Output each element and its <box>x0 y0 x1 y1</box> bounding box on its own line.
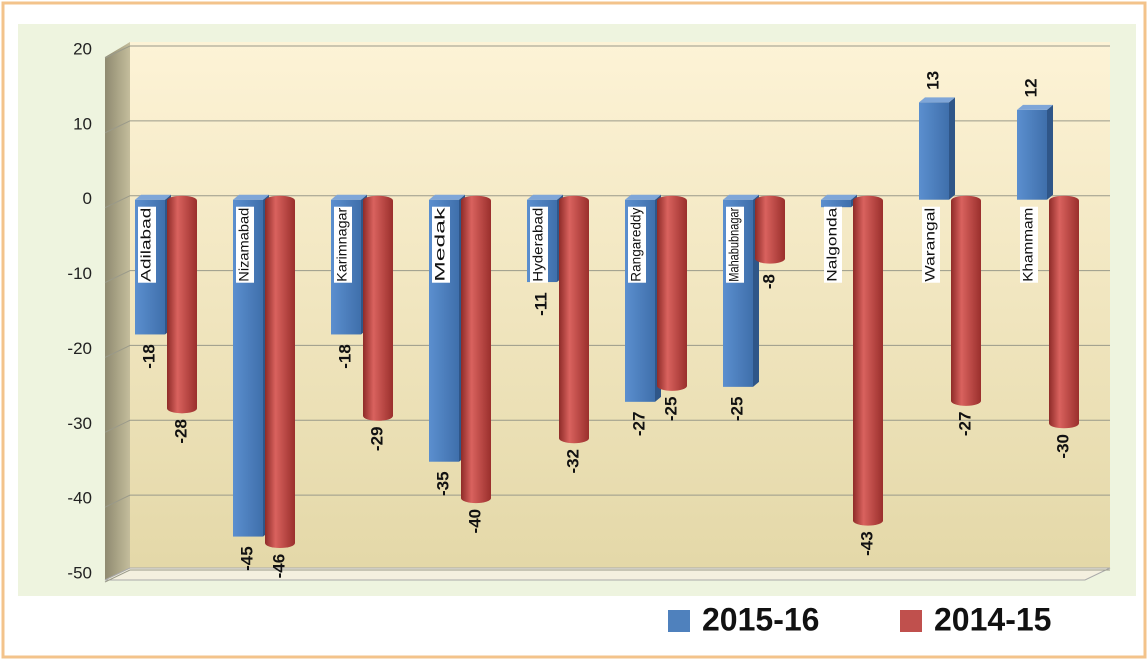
grid-line <box>104 270 1110 284</box>
x-tick-label: Hyderabad <box>530 208 546 282</box>
x-tick-label: Khammam <box>1020 208 1036 282</box>
data-label: -18 <box>139 344 158 369</box>
x-tick-box <box>922 206 940 283</box>
data-label: -43 <box>857 531 876 556</box>
data-label: -28 <box>171 419 190 444</box>
bar <box>951 195 981 406</box>
data-label: -11 <box>531 292 550 316</box>
bar-top <box>233 194 269 200</box>
x-tick-label: Nalgonda <box>824 207 840 281</box>
x-tick-box <box>236 206 254 283</box>
bar <box>167 195 197 414</box>
x-tick-box <box>432 206 450 283</box>
legend-area <box>18 596 1136 652</box>
grid-line <box>104 344 1110 358</box>
bar-top <box>429 194 465 200</box>
y-tick-label: -20 <box>67 339 92 358</box>
bar-top <box>723 194 759 200</box>
x-tick-box <box>726 206 744 283</box>
x-tick-label: Rangareddy <box>628 208 644 282</box>
data-label: -29 <box>367 427 386 452</box>
y-tick-label: -30 <box>67 414 92 433</box>
bar <box>821 199 851 208</box>
data-label: 12 <box>1021 78 1040 97</box>
bar-side <box>1047 104 1053 200</box>
bar-top <box>919 97 955 103</box>
data-label: -27 <box>629 412 648 437</box>
legend-swatch <box>900 610 922 632</box>
x-tick-label: Medak <box>432 206 448 282</box>
side-wall <box>105 42 130 580</box>
bar <box>461 195 491 504</box>
x-tick-box <box>1020 206 1038 283</box>
bar <box>1049 195 1079 429</box>
x-tick-box <box>334 206 352 283</box>
y-tick-label: 20 <box>73 39 92 58</box>
x-tick-label: Warangal <box>922 208 938 282</box>
bar <box>657 195 687 391</box>
legend-label: 2014-15 <box>934 601 1051 637</box>
y-tick-label: 0 <box>83 189 92 208</box>
bar <box>559 195 589 444</box>
bar-top <box>135 194 171 200</box>
grid-line <box>104 569 1110 583</box>
x-tick-label: Nizamabad <box>236 208 252 282</box>
data-label: -46 <box>269 554 288 579</box>
x-tick-label: Adilabad <box>138 208 154 282</box>
data-label: -40 <box>465 509 484 534</box>
bar-top <box>527 194 563 200</box>
x-tick-box <box>628 206 646 283</box>
data-label: -18 <box>335 344 354 369</box>
bar <box>1017 109 1047 200</box>
data-label: -25 <box>727 397 746 422</box>
data-label: -8 <box>759 274 778 289</box>
y-tick-label: -50 <box>67 563 92 582</box>
bar-top <box>821 194 857 200</box>
bar-top <box>331 194 367 200</box>
data-label: -27 <box>955 412 974 437</box>
grid-line <box>104 195 1110 209</box>
grid-line <box>104 494 1110 508</box>
bar <box>919 102 949 200</box>
x-tick-box <box>824 206 842 283</box>
y-tick-label: 10 <box>73 114 92 133</box>
y-tick-label: -10 <box>67 264 92 283</box>
data-label: -30 <box>1053 434 1072 459</box>
bar-top <box>625 194 661 200</box>
data-label: 13 <box>923 71 942 90</box>
legend-label: 2015-16 <box>702 601 819 637</box>
bar-top <box>1017 104 1053 110</box>
data-label: -45 <box>237 546 256 571</box>
bar <box>363 195 393 421</box>
grid-line <box>104 419 1110 433</box>
data-label: -25 <box>661 397 680 422</box>
legend-swatch <box>668 610 690 632</box>
data-label: -32 <box>563 449 582 474</box>
bar <box>853 195 883 526</box>
y-tick-label: -40 <box>67 489 92 508</box>
grid-line <box>104 45 1110 59</box>
bar <box>265 195 295 549</box>
grid-line <box>104 120 1110 134</box>
x-tick-label: Karimnagar <box>334 207 350 281</box>
x-tick-box <box>530 206 548 283</box>
floor <box>104 567 1111 581</box>
x-tick-label: Mahabubnagar <box>726 207 742 281</box>
data-label: -35 <box>433 471 452 496</box>
bar <box>755 195 785 264</box>
x-tick-box <box>138 206 156 283</box>
bar-side <box>949 97 955 200</box>
